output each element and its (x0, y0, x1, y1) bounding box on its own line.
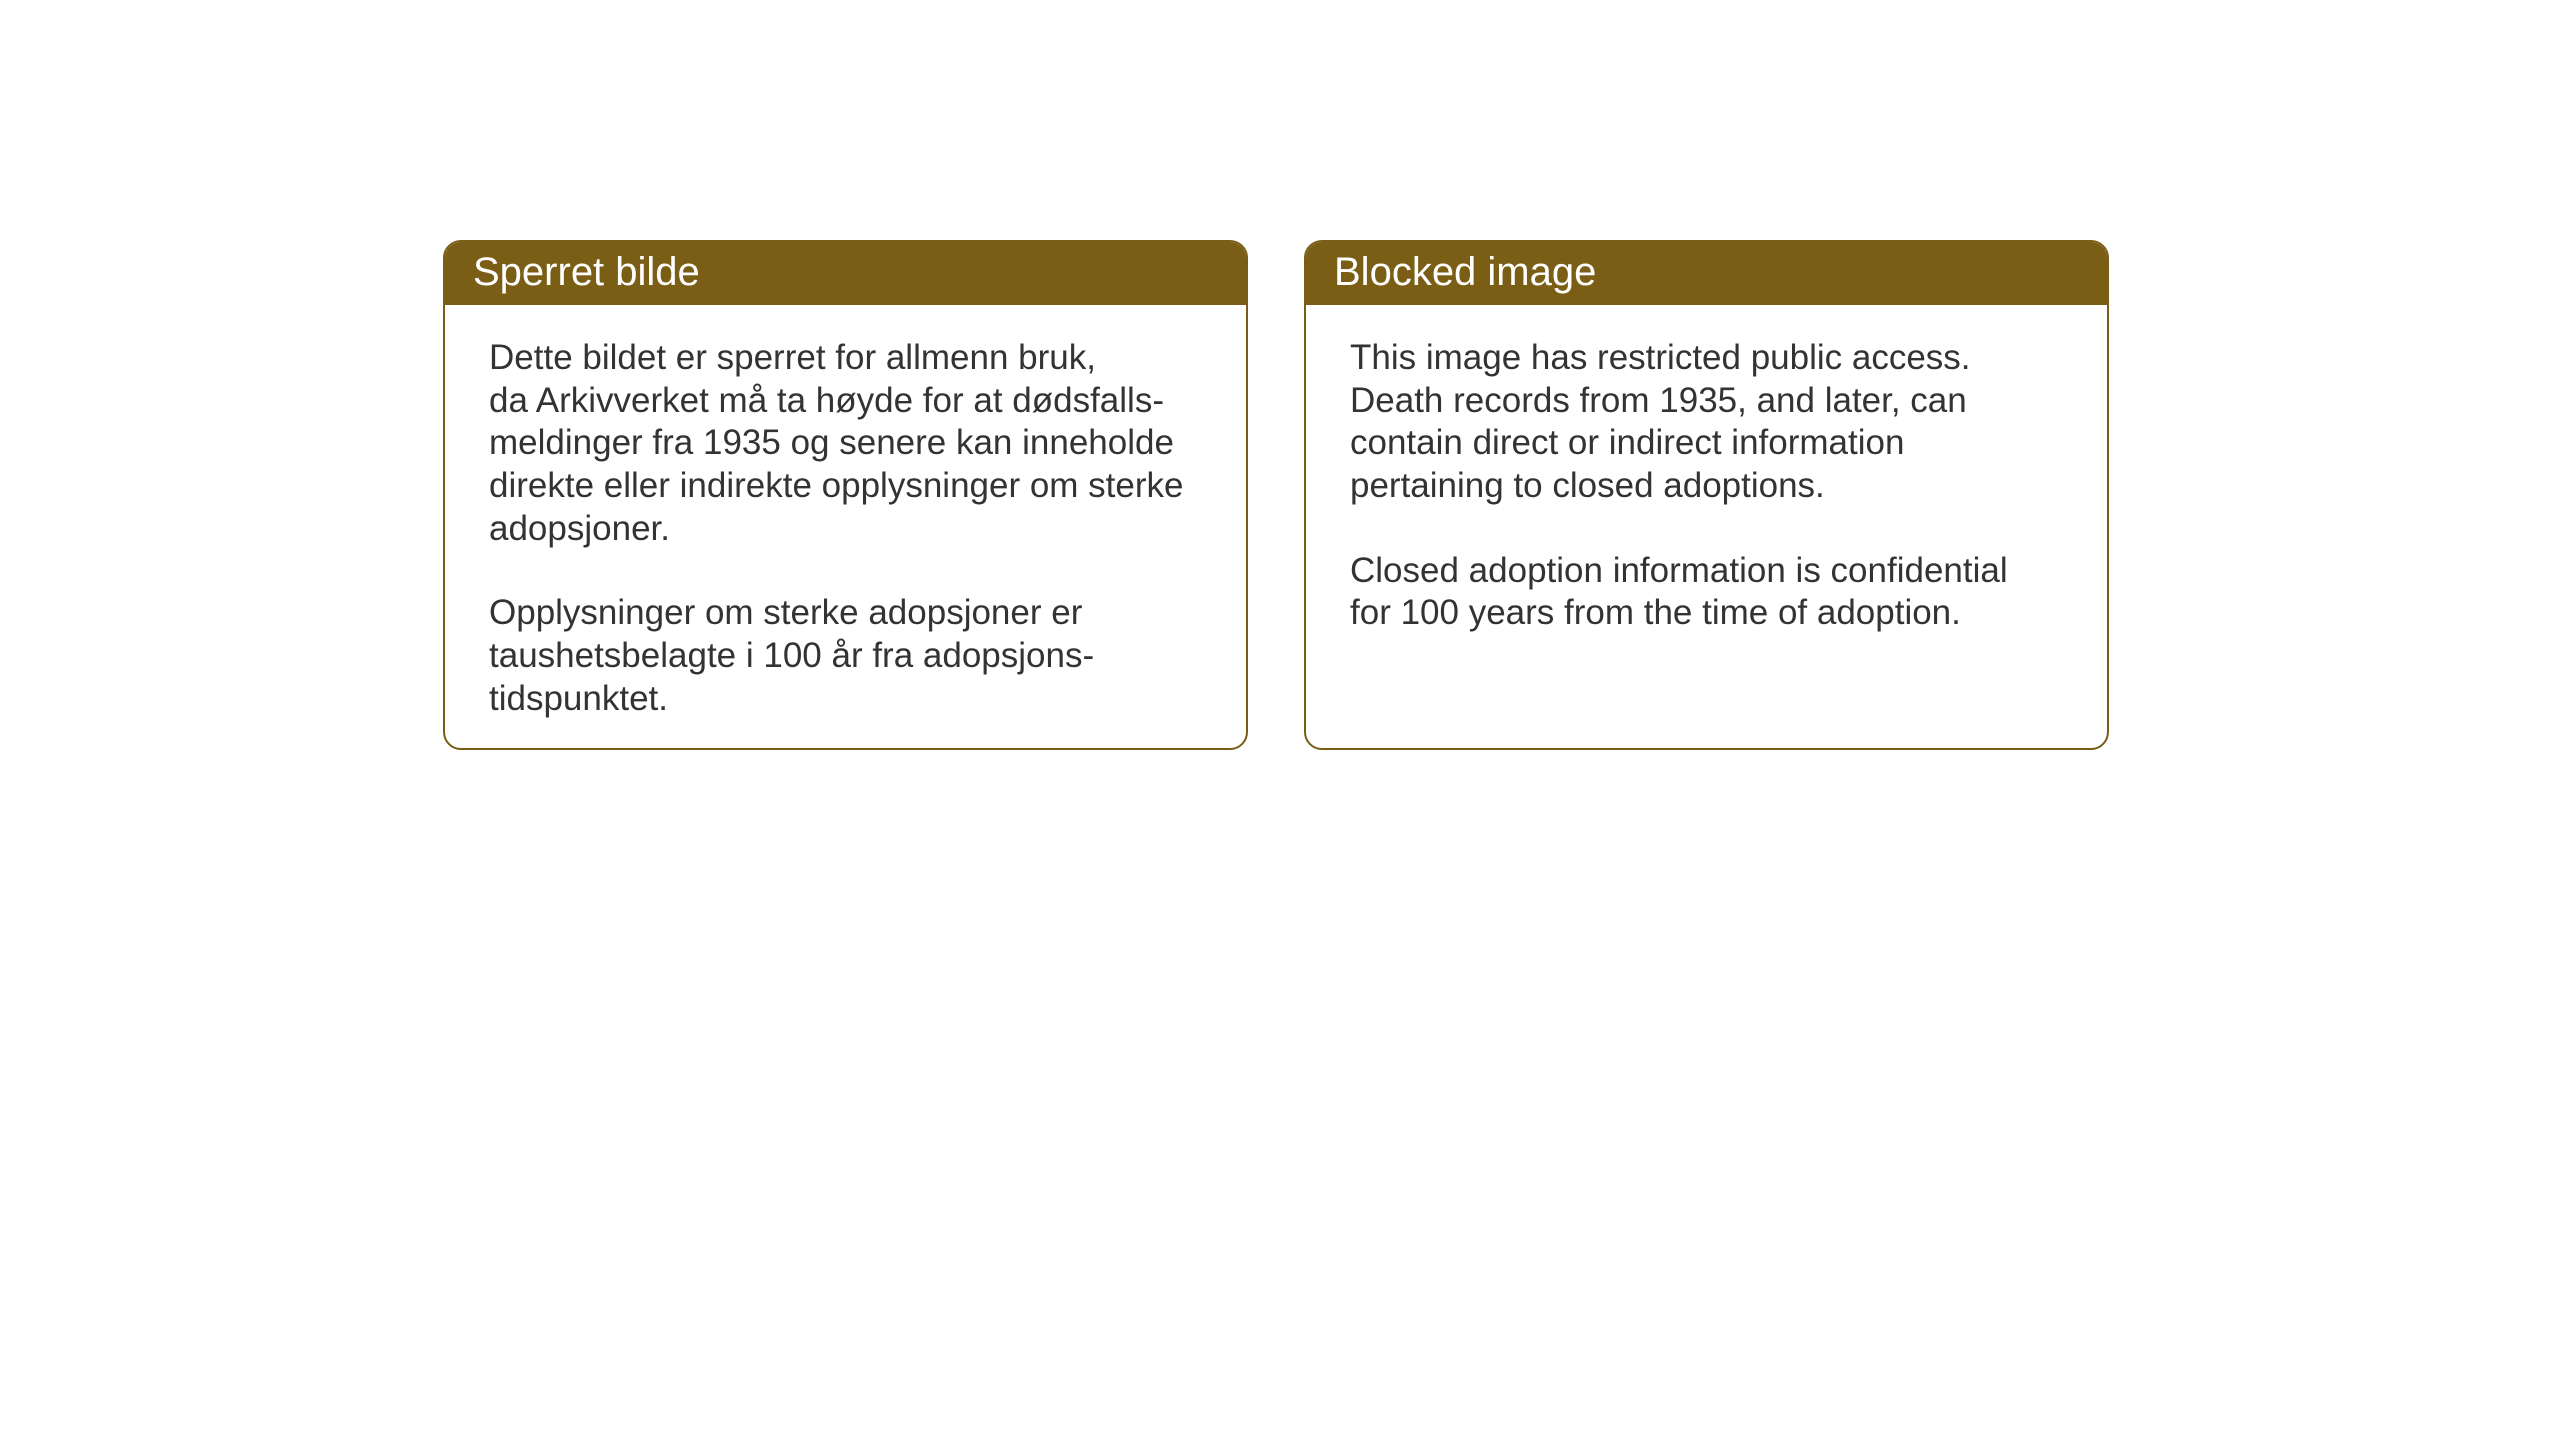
text-line: da Arkivverket må ta høyde for at dødsfa… (489, 381, 1164, 420)
text-line: tidspunktet. (489, 679, 668, 718)
english-paragraph-1: This image has restricted public access.… (1350, 337, 2063, 508)
english-card-body: This image has restricted public access.… (1306, 305, 2107, 667)
notice-cards-container: Sperret bilde Dette bildet er sperret fo… (443, 240, 2109, 750)
english-paragraph-2: Closed adoption information is confident… (1350, 550, 2063, 635)
norwegian-card-body: Dette bildet er sperret for allmenn bruk… (445, 305, 1246, 750)
text-line: adopsjoner. (489, 509, 670, 548)
text-line: Death records from 1935, and later, can (1350, 381, 1967, 420)
text-line: Opplysninger om sterke adopsjoner er (489, 593, 1082, 632)
text-line: contain direct or indirect information (1350, 423, 1904, 462)
text-line: direkte eller indirekte opplysninger om … (489, 466, 1184, 505)
text-line: Closed adoption information is confident… (1350, 551, 2008, 590)
norwegian-paragraph-1: Dette bildet er sperret for allmenn bruk… (489, 337, 1202, 550)
text-line: Dette bildet er sperret for allmenn bruk… (489, 338, 1096, 377)
norwegian-notice-card: Sperret bilde Dette bildet er sperret fo… (443, 240, 1248, 750)
text-line: for 100 years from the time of adoption. (1350, 593, 1961, 632)
english-notice-card: Blocked image This image has restricted … (1304, 240, 2109, 750)
english-card-title: Blocked image (1306, 242, 2107, 305)
norwegian-card-title: Sperret bilde (445, 242, 1246, 305)
norwegian-paragraph-2: Opplysninger om sterke adopsjoner er tau… (489, 592, 1202, 720)
text-line: This image has restricted public access. (1350, 338, 1971, 377)
text-line: taushetsbelagte i 100 år fra adopsjons- (489, 636, 1094, 675)
text-line: meldinger fra 1935 og senere kan innehol… (489, 423, 1174, 462)
text-line: pertaining to closed adoptions. (1350, 466, 1825, 505)
